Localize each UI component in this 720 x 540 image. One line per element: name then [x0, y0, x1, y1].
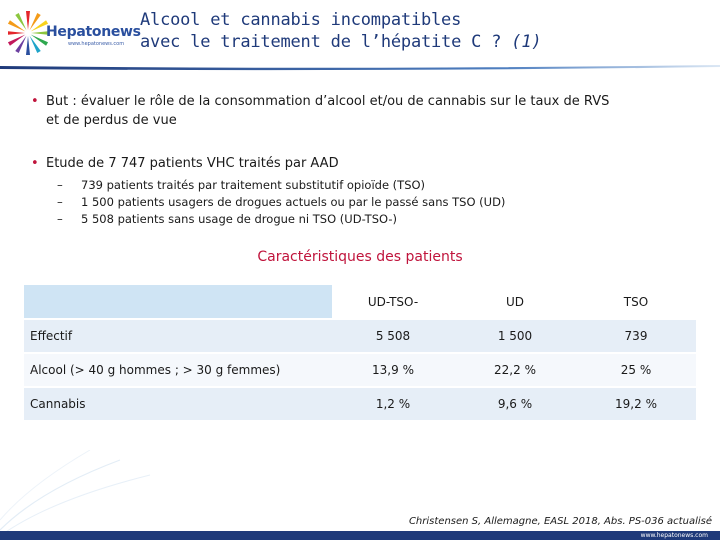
- table-cell: 22,2 %: [454, 353, 576, 387]
- table-cell: 5 508: [332, 319, 454, 353]
- table-cell: 1 500: [454, 319, 576, 353]
- title-reference: (1): [511, 32, 542, 52]
- table-header-row: UD-TSO- UD TSO: [24, 285, 696, 319]
- table-corner-cell: [24, 285, 332, 319]
- bullet-dot-icon: •: [31, 94, 39, 109]
- bullet-objective: • But : évaluer le rôle de la consommati…: [31, 92, 610, 130]
- table-row: Cannabis 1,2 % 9,6 % 19,2 %: [24, 387, 696, 421]
- table-row: Effectif 5 508 1 500 739: [24, 319, 696, 353]
- footer-url: www.hepatonews.com: [640, 532, 708, 539]
- bullet-dot-icon: •: [31, 156, 39, 171]
- bullet-study-line: Etude de 7 747 patients VHC traités par …: [46, 156, 339, 171]
- logo-burst-icon: [8, 11, 48, 55]
- table-cell: 739: [576, 319, 696, 353]
- table-row: Alcool (> 40 g hommes ; > 30 g femmes) 1…: [24, 353, 696, 387]
- subitem-ud-tso-text: 5 508 patients sans usage de drogue ni T…: [81, 212, 397, 226]
- footer-bar: [0, 531, 720, 540]
- logo-url: www.hepatonews.com: [68, 41, 125, 47]
- slide-title: Alcool et cannabis incompatibles avec le…: [140, 9, 542, 53]
- table-cell: 25 %: [576, 353, 696, 387]
- column-header-ud-tso: UD-TSO-: [332, 285, 454, 319]
- table-cell: 9,6 %: [454, 387, 576, 421]
- title-line-1: Alcool et cannabis incompatibles: [140, 10, 462, 30]
- row-label: Effectif: [24, 319, 332, 353]
- bullet-study: • Etude de 7 747 patients VHC traités pa…: [31, 154, 339, 173]
- column-header-ud: UD: [454, 285, 576, 319]
- subitem-ud: – 1 500 patients usagers de drogues actu…: [57, 194, 506, 211]
- decorative-swoosh: [0, 450, 151, 537]
- bullet-objective-line-1: But : évaluer le rôle de la consommation…: [46, 94, 610, 109]
- title-line-2: avec le traitement de l’hépatite C ? (1): [140, 31, 542, 53]
- table-title: Caractéristiques des patients: [257, 249, 463, 265]
- dash-icon: –: [57, 195, 63, 209]
- logo-name: Hepatonews: [46, 24, 141, 40]
- citation: Christensen S, Allemagne, EASL 2018, Abs…: [408, 516, 712, 527]
- bullet-objective-line-2: et de perdus de vue: [46, 113, 177, 128]
- subitem-tso-text: 739 patients traités par traitement subs…: [81, 178, 426, 192]
- subitem-tso: – 739 patients traités par traitement su…: [57, 177, 426, 194]
- row-label: Cannabis: [24, 387, 332, 421]
- table-cell: 13,9 %: [332, 353, 454, 387]
- dash-icon: –: [57, 212, 63, 226]
- subitem-ud-text: 1 500 patients usagers de drogues actuel…: [81, 195, 506, 209]
- dash-icon: –: [57, 178, 63, 192]
- table-cell: 1,2 %: [332, 387, 454, 421]
- patient-characteristics-table: UD-TSO- UD TSO Effectif 5 508 1 500 739 …: [24, 285, 696, 422]
- title-divider: [0, 65, 720, 71]
- table-cell: 19,2 %: [576, 387, 696, 421]
- hepatonews-logo: Hepatonews www.hepatonews.com: [8, 8, 141, 58]
- row-label: Alcool (> 40 g hommes ; > 30 g femmes): [24, 353, 332, 387]
- column-header-tso: TSO: [576, 285, 696, 319]
- subitem-ud-tso: – 5 508 patients sans usage de drogue ni…: [57, 211, 397, 228]
- title-line-2-main: avec le traitement de l’hépatite C ?: [140, 32, 512, 52]
